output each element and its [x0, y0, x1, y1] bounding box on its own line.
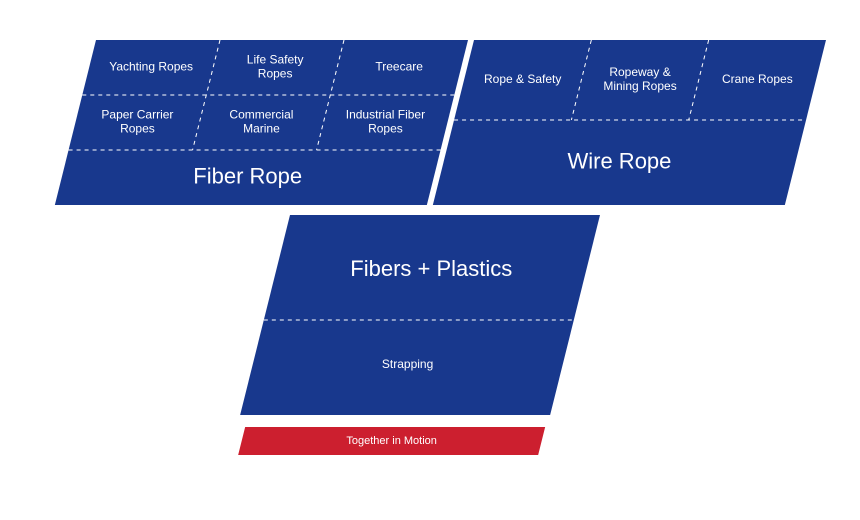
svg-text:Rope & Safety: Rope & Safety — [484, 72, 561, 86]
svg-text:Together in Motion: Together in Motion — [346, 435, 437, 447]
svg-text:Marine: Marine — [243, 122, 280, 136]
svg-text:Commercial: Commercial — [229, 108, 293, 122]
svg-text:Crane Ropes: Crane Ropes — [722, 72, 793, 86]
svg-text:Ropes: Ropes — [120, 122, 155, 136]
svg-text:Yachting Ropes: Yachting Ropes — [109, 60, 193, 74]
svg-text:Industrial Fiber: Industrial Fiber — [346, 108, 425, 122]
svg-text:Fibers + Plastics: Fibers + Plastics — [350, 256, 512, 281]
svg-text:Paper Carrier: Paper Carrier — [101, 108, 173, 122]
svg-text:Fiber Rope: Fiber Rope — [193, 163, 302, 188]
svg-text:Mining Ropes: Mining Ropes — [603, 79, 676, 93]
svg-text:Ropes: Ropes — [258, 67, 293, 81]
svg-text:Wire Rope: Wire Rope — [567, 148, 671, 173]
svg-text:Strapping: Strapping — [382, 357, 433, 371]
svg-text:Life Safety: Life Safety — [247, 53, 304, 67]
svg-text:Ropes: Ropes — [368, 122, 403, 136]
svg-text:Treecare: Treecare — [375, 60, 423, 74]
svg-text:Ropeway &: Ropeway & — [609, 65, 670, 79]
